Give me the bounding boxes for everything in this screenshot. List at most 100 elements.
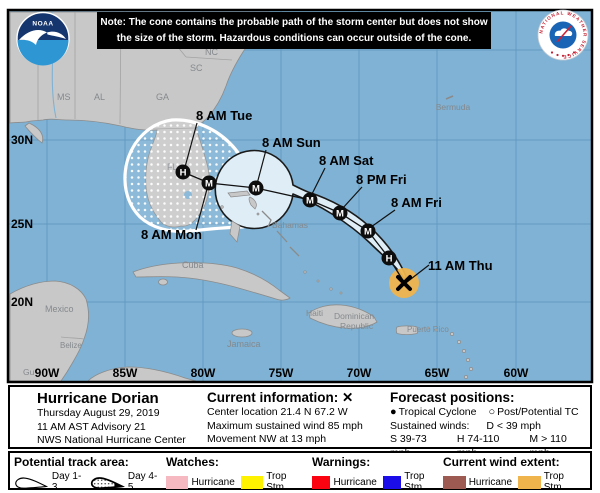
nws-bolt-icon: [556, 25, 572, 43]
cone-day1-3: [214, 149, 407, 280]
bahamas-islands: [220, 190, 343, 295]
lat-label-25n: 25N: [11, 217, 33, 231]
place-label-puerto-rico: Puerto Rico: [407, 325, 449, 334]
svg-text:M: M: [364, 227, 372, 238]
lon-label-75w: 75W: [269, 366, 294, 380]
storm-info-panel: Hurricane Dorian Thursday August 29, 201…: [8, 385, 592, 459]
storm-advisory: 11 AM AST Advisory 21: [37, 420, 146, 433]
sustained-winds-label: Sustained winds:: [390, 419, 470, 432]
lon-label-65w: 65W: [425, 366, 450, 380]
lon-label-60w: 60W: [504, 366, 529, 380]
tropical-cyclone-dot-icon: ●: [390, 406, 397, 418]
place-label-nc: NC: [205, 47, 218, 57]
current-information-title: Current information: ✕: [207, 390, 390, 406]
forecast-marker: M: [248, 180, 264, 196]
land-isla-juventud: [158, 278, 168, 286]
legend-wind-extent-title: Current wind extent:: [443, 455, 560, 469]
svg-text:M: M: [205, 179, 213, 190]
place-label-haiti: Haiti: [306, 308, 323, 318]
forecast-marker: M: [332, 205, 348, 221]
land-hispaniola: [308, 304, 378, 329]
current-movement: Movement NW at 13 mph: [207, 433, 327, 445]
note-banner: Note: The cone contains the probable pat…: [97, 12, 491, 49]
place-label-guatemala: Gu: [23, 367, 35, 377]
lat-label-20n: 20N: [11, 295, 33, 309]
place-label-ga: GA: [156, 92, 169, 102]
tropical-storm-wind-extent-label: Trop Stm: [543, 471, 564, 493]
post-potential-tc-label: Post/Potential TC: [497, 406, 579, 418]
hurricane-warning-label: Hurricane: [333, 476, 377, 488]
forecast-marker: M: [201, 175, 217, 191]
lat-label-30n: 30N: [11, 133, 33, 147]
legend-panel: Potential track area: Day 1-3 Day 4-5 Wa…: [8, 451, 592, 493]
land-mississippi-delta: [24, 122, 44, 144]
map-border: [6, 8, 594, 384]
hurricane-watch-swatch: [166, 475, 189, 489]
place-label-republic: Republic: [340, 321, 374, 331]
lon-label-90w: 90W: [35, 366, 60, 380]
place-label-bermuda: Bermuda: [436, 102, 471, 112]
tropical-cyclone-label: Tropical Cyclone: [398, 406, 477, 418]
noaa-logo: NOAA: [16, 11, 70, 66]
sustained-winds-key: Sustained winds: D < 39 mph: [390, 420, 590, 434]
forecast-marker: H: [381, 250, 397, 266]
label-leader-lines: [184, 122, 430, 283]
place-label-bahamas: Bahamas: [272, 220, 308, 230]
forecast-marker: M: [360, 223, 376, 239]
forecast-marker-key: ● Tropical Cyclone ○ Post/Potential TC: [390, 406, 590, 420]
current-position-x-symbol: ✕: [342, 390, 354, 405]
place-label-sc: SC: [190, 63, 203, 73]
forecast-marker: M: [302, 192, 318, 208]
time-labels: 8 AM Tue 8 AM Sun 8 AM Sat 8 PM Fri 8 AM…: [141, 108, 493, 273]
place-label-cuba: Cuba: [182, 260, 204, 270]
svg-text:M: M: [252, 184, 260, 195]
storm-date: Thursday August 29, 2019: [37, 407, 160, 419]
storm-agency: NWS National Hurricane Center: [37, 434, 186, 446]
time-label-mon: 8 AM Mon: [141, 227, 202, 242]
nws-logo: NATIONAL WEATHER SERVICE: [537, 9, 589, 61]
forecast-positions-section: Forecast positions: ● Tropical Cyclone ○…: [390, 387, 590, 459]
time-label-pm-fri: 8 PM Fri: [356, 172, 407, 187]
legend-track-title: Potential track area:: [14, 455, 129, 469]
legend-watches: Watches: Hurricane Trop Stm: [166, 455, 312, 493]
tropical-storm-watch-swatch: [240, 475, 264, 489]
place-label-jamaica: Jamaica: [227, 339, 261, 349]
place-label-mexico: Mexico: [45, 304, 74, 314]
hurricane-wind-extent-label: Hurricane: [468, 476, 513, 488]
current-max-wind: Maximum sustained wind 85 mph: [207, 419, 363, 432]
current-position-x-icon: [396, 275, 412, 291]
hurricane-watch-label: Hurricane: [191, 476, 235, 488]
tropical-storm-wind-extent-swatch: [518, 475, 541, 489]
land-cuba: [132, 262, 291, 301]
tropical-storm-warning-swatch: [382, 475, 402, 489]
hurricane-warning-swatch: [312, 475, 331, 489]
bermuda-island: [445, 95, 454, 100]
svg-text:M: M: [306, 196, 314, 207]
cone-day4-5-icon: [90, 476, 125, 489]
lon-label-80w: 80W: [191, 366, 216, 380]
svg-text:H: H: [180, 168, 187, 179]
land-central-america: [87, 366, 197, 381]
nws-logo-stars: [550, 51, 576, 57]
noaa-seagull-icon: [19, 30, 47, 45]
tropical-storm-watch-label: Trop Stm: [266, 471, 287, 493]
hurricane-wind-extent-swatch: [443, 475, 466, 489]
time-label-thu: 11 AM Thu: [428, 258, 493, 273]
time-label-sat: 8 AM Sat: [319, 153, 374, 168]
storm-name: Hurricane Dorian: [37, 390, 159, 407]
place-label-al: AL: [94, 92, 105, 102]
note-line-2: the size of the storm. Hazardous conditi…: [116, 32, 472, 44]
forecast-positions-title: Forecast positions:: [390, 390, 515, 405]
cone-day1-3-icon: [15, 476, 49, 489]
lesser-antilles-islands: [426, 326, 473, 379]
legend-potential-track-area: Potential track area: Day 1-3 Day 4-5: [14, 455, 166, 493]
land-jamaica: [231, 328, 253, 338]
place-label-belize: Belize: [60, 341, 82, 350]
forecast-cone-map: MS AL GA SC NC FL Mexico Belize Gu Cuba …: [6, 8, 594, 384]
place-label-ms: MS: [57, 92, 71, 102]
note-line-1: Note: The cone contains the probable pat…: [100, 17, 488, 28]
noaa-logo-text: NOAA: [32, 21, 53, 28]
post-potential-tc-dot-icon: ○: [488, 406, 496, 418]
legend-warnings-title: Warnings:: [312, 455, 371, 469]
legend-day45-label: Day 4-5: [127, 471, 158, 493]
